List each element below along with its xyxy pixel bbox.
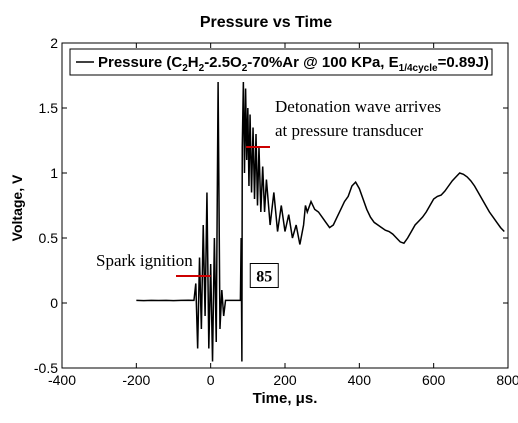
legend-label: Pressure (C2H2-2.5O2-70%Ar @ 100 KPa, E1… [98,54,489,74]
legend-subscript-2: 2 [199,63,205,74]
annotation-spark-ignition: Spark ignition [96,251,193,270]
legend-subscript-3: 2 [242,63,248,74]
y-tick-label: 1 [50,165,58,181]
y-axis-label: Voltage, V [9,174,25,241]
legend-mid-3: -70%Ar @ 100 KPa, E [247,54,398,71]
chart-title: Pressure vs Time [200,14,332,31]
x-tick-label: 600 [422,372,446,388]
legend-box [69,48,493,76]
plot-area [136,81,505,362]
y-tick-label: 0 [50,295,58,311]
annotation-detonation-line-2: at pressure transducer [275,121,424,140]
annotation-85-label: 85 [256,269,272,286]
y-tick-label: 1.5 [39,100,59,116]
legend-mid-1: H [188,54,199,71]
pressure-series-line [136,81,505,362]
x-tick-label: 400 [348,372,372,388]
legend-subscript-1: 2 [182,63,188,74]
y-tick-label: 2 [50,35,58,51]
legend-prefix: Pressure (C [98,54,182,71]
x-tick-label: 0 [207,372,215,388]
annotation-detonation-line-1: Detonation wave arrives [275,97,441,116]
x-tick-label: 800 [496,372,518,388]
y-axis-ticks: -0.5 0 0.5 1 1.5 2 [34,35,508,376]
x-axis-label: Time, μs. [253,390,318,407]
annotation-85-box [249,263,279,288]
x-axis-ticks: -400 -200 0 200 400 600 800 [48,43,518,388]
legend-suffix: =0.89J) [438,54,489,71]
x-tick-label: 200 [273,372,297,388]
x-tick-label: -200 [122,372,150,388]
legend-mid-2: -2.5O [204,54,242,71]
y-tick-label: -0.5 [34,360,58,376]
x-tick-label: -400 [48,372,76,388]
legend-subscript-4: 1/4cycle [399,63,438,74]
y-tick-label: 0.5 [39,230,59,246]
